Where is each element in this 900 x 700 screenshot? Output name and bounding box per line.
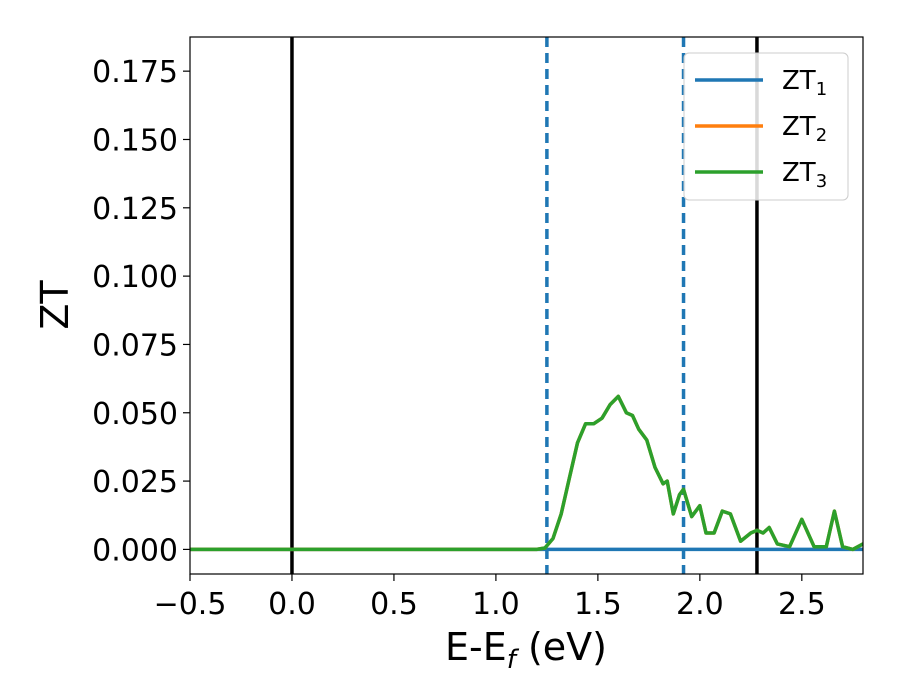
- legend-label-zt3: ZT3: [782, 158, 827, 192]
- y-tick-label: 0.125: [92, 192, 178, 227]
- x-tick-label: 1.0: [472, 587, 520, 622]
- y-axis-label: ZT: [33, 280, 77, 330]
- x-tick-label: 1.5: [574, 587, 622, 622]
- y-tick-label: 0.150: [92, 123, 178, 158]
- series-line-zt3: [190, 394, 863, 552]
- y-tick-label: 0.100: [92, 260, 178, 295]
- x-axis-label-main: E-E: [445, 625, 507, 669]
- legend: ZT1 ZT2 ZT3: [683, 52, 849, 201]
- legend-label-zt1: ZT1: [782, 66, 827, 100]
- plot-frame: [189, 36, 864, 575]
- x-tick-label: 2.5: [778, 587, 826, 622]
- x-tick-label: 2.0: [676, 587, 724, 622]
- x-tick-label: −0.5: [154, 587, 227, 622]
- y-tick-label: 0.000: [92, 533, 178, 568]
- legend-label-zt2: ZT2: [782, 112, 827, 146]
- x-axis-label-suffix: (eV): [516, 625, 607, 669]
- legend-box: [683, 52, 849, 201]
- x-axis-label: E-Ef (eV): [445, 625, 607, 675]
- series-lines: [190, 394, 863, 552]
- x-axis-ticks: −0.5 0.0 0.5 1.0 1.5 2.0 2.5: [154, 574, 826, 622]
- y-axis-ticks: 0.000 0.025 0.050 0.075 0.100 0.125 0.150 0.175: [92, 55, 190, 568]
- y-tick-label: 0.175: [92, 55, 178, 90]
- x-tick-label: 0.5: [370, 587, 418, 622]
- y-tick-label: 0.075: [92, 328, 178, 363]
- x-tick-label: 0.0: [268, 587, 316, 622]
- y-tick-label: 0.025: [92, 465, 178, 500]
- y-tick-label: 0.050: [92, 397, 178, 432]
